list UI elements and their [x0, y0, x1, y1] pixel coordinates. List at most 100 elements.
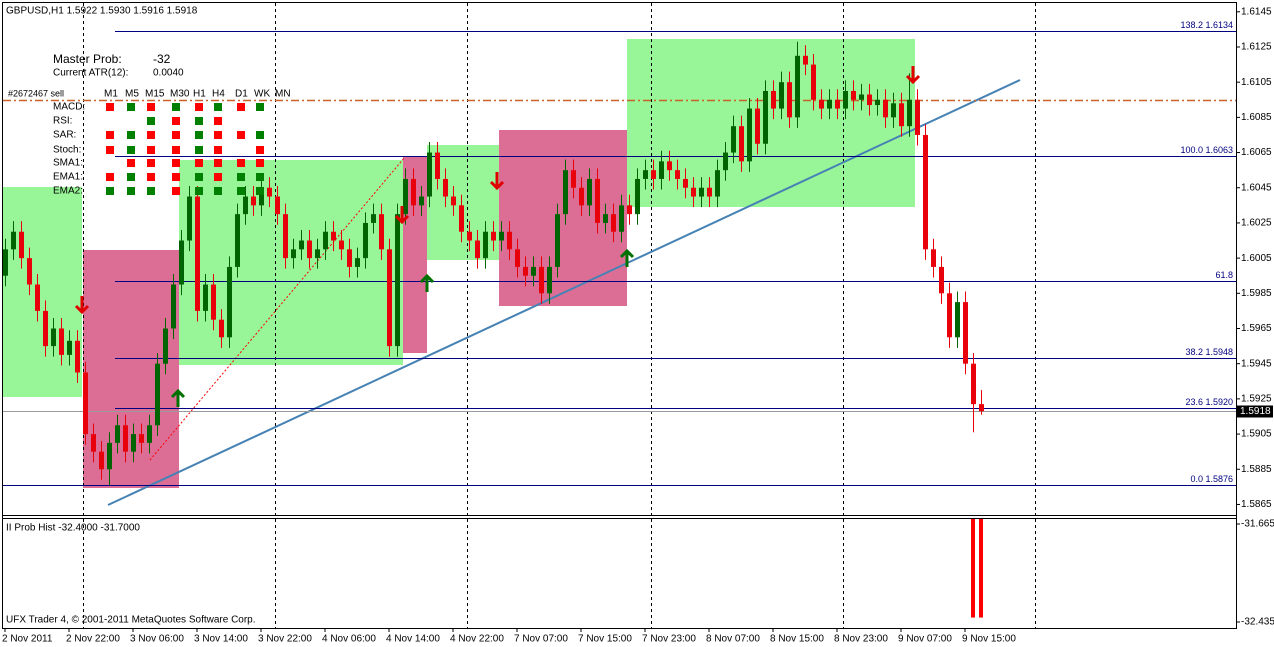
y-tick-label: 1.5885 [1241, 464, 1272, 475]
master-label: Master Prob: [53, 52, 122, 66]
candle-body [867, 94, 872, 106]
y-tick-label: 1.5925 [1241, 394, 1272, 405]
y2-tick-label: -32.435 [1241, 617, 1274, 628]
signal-square [106, 173, 114, 181]
x-tick-label: 9 Nov 15:00 [962, 634, 1016, 645]
candle-body [259, 187, 264, 206]
y-tick-label: 1.6145 [1241, 6, 1272, 17]
signal-square [214, 146, 222, 154]
candle-body [83, 372, 88, 435]
signal-square [237, 173, 245, 181]
candle-body [139, 434, 144, 443]
candle-body [51, 328, 56, 347]
timeframe-label: D1 [235, 89, 248, 100]
candle-body [803, 55, 808, 65]
sub-title: II Prob Hist -32.4000 -31.7000 [6, 523, 140, 534]
y-tick-label: 1.6065 [1241, 147, 1272, 158]
candle-body [187, 196, 192, 241]
candle-body [707, 187, 712, 197]
candle-body [211, 284, 216, 320]
candle-body [539, 266, 544, 294]
candle-body [147, 425, 152, 443]
timeframe-label: M15 [145, 89, 165, 100]
signal-square [237, 103, 245, 111]
candle-body [779, 82, 784, 109]
signal-square [172, 131, 180, 139]
indicator-name: EMA2: [53, 186, 83, 197]
y2-tick-label: -31.665 [1241, 519, 1274, 530]
candle-body [587, 178, 592, 206]
zone [83, 250, 179, 488]
candle-body [443, 178, 448, 197]
candle-body [851, 90, 856, 100]
candle-body [451, 196, 456, 206]
timeframe-label: H4 [212, 89, 225, 100]
candle-body [739, 126, 744, 162]
candle-body [227, 266, 232, 338]
candle-body [99, 451, 104, 470]
candle-body [219, 319, 224, 338]
candle-body [195, 196, 200, 311]
footer: UFX Trader 4, © 2001-2011 MetaQuotes Sof… [6, 615, 256, 626]
candle-body [339, 240, 344, 250]
candle-body [315, 249, 320, 259]
candle-body [155, 363, 160, 426]
x-tick-label: 2 Nov 22:00 [66, 634, 120, 645]
signal-square [214, 159, 222, 167]
candle-body [899, 103, 904, 127]
sell-arrows [74, 66, 921, 315]
signal-square [214, 103, 222, 111]
master-value: -32 [153, 52, 171, 66]
candle-body [883, 99, 888, 118]
candle-body [691, 187, 696, 197]
signal-square [127, 131, 135, 139]
candle-body [627, 205, 632, 215]
zone [3, 187, 82, 397]
hist-bar [971, 519, 975, 618]
candle-body [291, 249, 296, 259]
signal-square [147, 173, 155, 181]
x-tick-label: 8 Nov 07:00 [706, 634, 760, 645]
candle-body [923, 134, 928, 250]
signal-square [256, 131, 264, 139]
candle-body [323, 231, 328, 250]
x-tick-label: 2 Nov 2011 [2, 634, 53, 645]
candle-body [547, 266, 552, 294]
candle-body [611, 214, 616, 232]
y-tick-label: 1.5905 [1241, 429, 1272, 440]
candle-body [515, 249, 520, 267]
candle-body [963, 302, 968, 364]
fib-label: 38.2 1.5948 [1185, 347, 1233, 357]
x-tick-label: 9 Nov 07:00 [898, 634, 952, 645]
candle-body [747, 108, 752, 162]
candle-body [115, 425, 120, 443]
candle-body [907, 99, 912, 127]
candle-body [59, 328, 64, 355]
y-tick-label: 1.6025 [1241, 218, 1272, 229]
signal-square [172, 103, 180, 111]
signal-square [256, 103, 264, 111]
candle-body [43, 310, 48, 347]
timeframe-label: WK [254, 89, 270, 100]
atr-label: Current ATR(12): [53, 68, 128, 79]
candle-body [283, 214, 288, 259]
timeframe-label: M30 [170, 89, 190, 100]
candle-body [723, 152, 728, 171]
x-tick-label: 8 Nov 15:00 [770, 634, 824, 645]
indicator-name: Stoch: [53, 145, 81, 156]
atr-value: 0.0040 [153, 68, 184, 79]
signal-square [172, 187, 180, 195]
signal-square [214, 187, 222, 195]
signal-square [195, 103, 203, 111]
candle-body [891, 103, 896, 118]
candle-body [355, 258, 360, 267]
candle-body [835, 99, 840, 109]
candle-body [235, 214, 240, 267]
candle-body [131, 434, 136, 452]
signal-square [195, 117, 203, 125]
candle-body [107, 442, 112, 470]
candle-body [939, 266, 944, 294]
candle-body [643, 170, 648, 179]
candle-body [275, 196, 280, 215]
